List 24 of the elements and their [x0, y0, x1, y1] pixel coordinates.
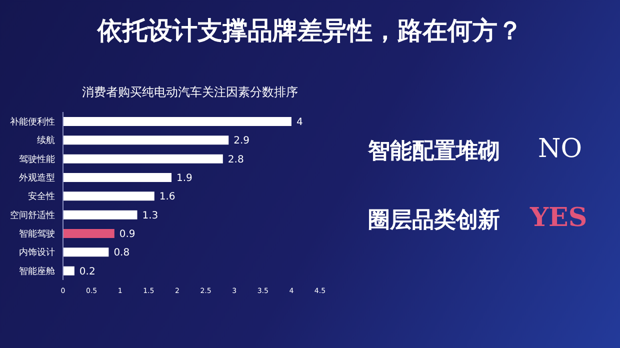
y-tick-label: 智能驾驶 — [19, 228, 55, 240]
data-label: 1.3 — [142, 210, 158, 222]
y-tick-label: 安全性 — [28, 191, 55, 202]
y-tick-label: 补能便利性 — [10, 116, 55, 128]
chart-subtitle: 消费者购买纯电动汽车关注因素分数排序 — [81, 84, 299, 101]
text: NO — [538, 134, 582, 164]
data-label: 2.8 — [228, 154, 244, 166]
chart-title: 依托设计支撑品牌差异性，路在何方？ — [96, 15, 524, 47]
data-label: 1.6 — [159, 192, 176, 203]
data-label: 2.9 — [234, 136, 250, 147]
data-label: 0.9 — [119, 229, 136, 240]
y-tick-label: 外观造型 — [19, 172, 55, 184]
y-tick-label: 内饰设计 — [19, 247, 55, 258]
text: YES — [530, 203, 588, 233]
y-tick-label: 智能座舱 — [19, 266, 55, 277]
data-label: 0.2 — [79, 266, 96, 278]
y-tick-label: 续航 — [37, 135, 55, 146]
data-label: 0.8 — [114, 248, 130, 259]
text: 智能配置堆砌 — [368, 138, 500, 166]
text: 圈层品类创新 — [368, 207, 500, 235]
data-label: 4 — [296, 117, 303, 128]
data-label: 1.9 — [176, 173, 192, 184]
y-tick-label: 空间舒适性 — [10, 210, 55, 221]
y-tick-label: 驾驶性能 — [19, 154, 55, 165]
